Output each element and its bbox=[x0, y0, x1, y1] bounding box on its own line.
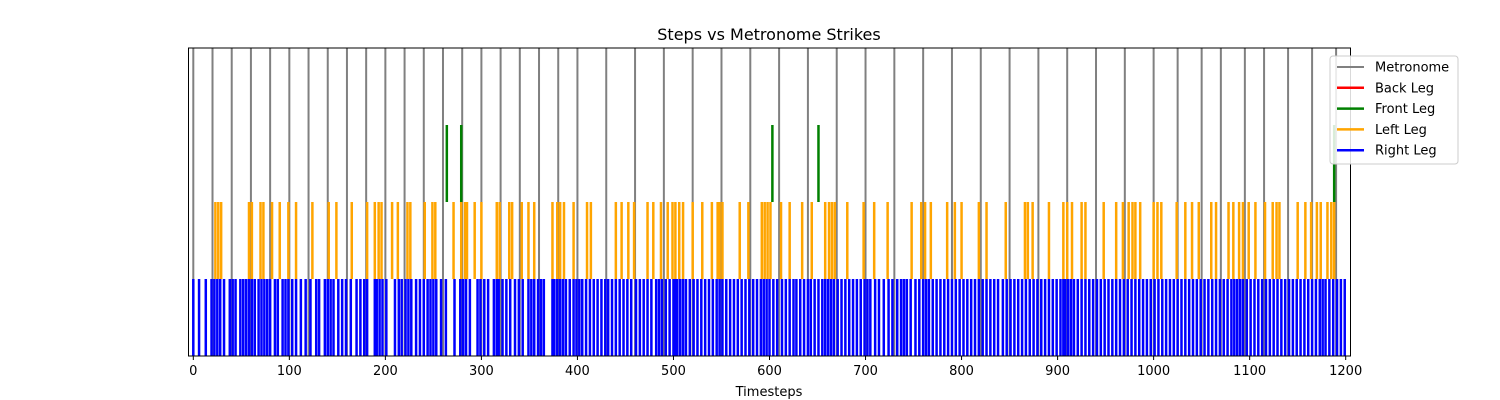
legend-label-front-leg: Front Leg bbox=[1375, 102, 1435, 117]
chart-title: Steps vs Metronome Strikes bbox=[657, 25, 880, 44]
legend-label-right-leg: Right Leg bbox=[1375, 144, 1437, 159]
x-tick-label-500: 500 bbox=[661, 364, 686, 379]
x-axis-label: Timesteps bbox=[735, 385, 803, 400]
plot-area bbox=[192, 48, 1346, 356]
x-tick-label-300: 300 bbox=[469, 364, 494, 379]
legend: Metronome Back Leg Front Leg Left Leg Right … bbox=[1329, 55, 1459, 165]
x-tick-label-0: 0 bbox=[189, 364, 197, 379]
x-tick-label-1000: 1000 bbox=[1137, 364, 1170, 379]
x-tick-label-400: 400 bbox=[565, 364, 590, 379]
legend-box bbox=[1329, 55, 1459, 165]
x-tick-label-700: 700 bbox=[853, 364, 878, 379]
x-axis: 0 100 200 300 400 500 600 700 800 900 1000 1100 1200 bbox=[189, 356, 1362, 379]
legend-label-back-leg: Back Leg bbox=[1375, 81, 1434, 96]
legend-label-left-leg: Left Leg bbox=[1375, 123, 1427, 138]
x-tick-label-1200: 1200 bbox=[1329, 364, 1362, 379]
x-tick-label-200: 200 bbox=[373, 364, 398, 379]
legend-label-metronome: Metronome bbox=[1375, 61, 1449, 76]
series-right-leg bbox=[192, 279, 1346, 356]
x-tick-label-1100: 1100 bbox=[1233, 364, 1266, 379]
x-tick-label-600: 600 bbox=[757, 364, 782, 379]
x-tick-label-800: 800 bbox=[949, 364, 974, 379]
series-left-leg bbox=[214, 202, 1336, 279]
x-tick-label-100: 100 bbox=[277, 364, 302, 379]
x-tick-label-900: 900 bbox=[1045, 364, 1070, 379]
